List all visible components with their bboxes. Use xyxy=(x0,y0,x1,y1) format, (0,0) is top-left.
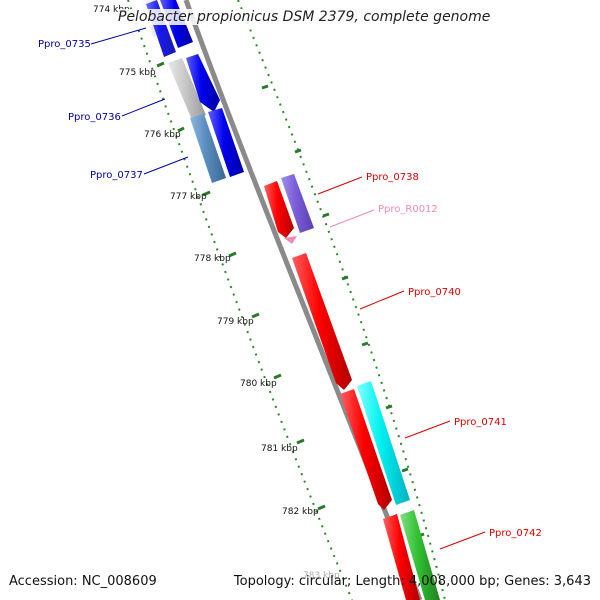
kbp-labels: 774 kbp 775 kbp 776 kbp 777 kbp 778 kbp … xyxy=(93,5,340,581)
kbp-label: 777 kbp xyxy=(170,192,207,202)
outer-track-dots xyxy=(127,0,446,600)
tick-mark xyxy=(341,275,349,281)
gene-features-lower xyxy=(264,174,440,600)
tick-mark xyxy=(261,84,269,90)
kbp-label: 775 kbp xyxy=(119,68,156,78)
gene-label-0735[interactable]: Ppro_0735 xyxy=(38,39,91,50)
gene-0736-gray-block[interactable] xyxy=(168,58,206,120)
gene-label-0740[interactable]: Ppro_0740 xyxy=(408,287,461,298)
gene-label-0736[interactable]: Ppro_0736 xyxy=(68,112,121,123)
kbp-label: 779 kbp xyxy=(217,317,254,327)
tick-mark xyxy=(228,251,237,258)
gene-labels: Ppro_0735 Ppro_0736 Ppro_0737 Ppro_0738 … xyxy=(38,39,542,539)
leader-line-0742 xyxy=(439,531,486,550)
tick-mark xyxy=(401,467,409,473)
gene-label-0738[interactable]: Ppro_0738 xyxy=(366,172,419,183)
tick-mark xyxy=(156,61,165,68)
track-boundary-right xyxy=(237,0,446,600)
leader-line-R0012 xyxy=(329,209,375,228)
kbp-label: 780 kbp xyxy=(240,379,277,389)
kbp-label: 781 kbp xyxy=(261,444,298,454)
kbp-label: 776 kbp xyxy=(144,130,181,140)
topology-text: Topology: circular; Length: 4,008,000 bp… xyxy=(233,574,591,589)
tick-mark xyxy=(317,504,326,511)
gene-0738-arrow[interactable] xyxy=(264,181,294,238)
tick-mark xyxy=(361,341,369,347)
tick-mark xyxy=(322,212,330,218)
gene-0737-block-arrow[interactable] xyxy=(208,108,244,177)
gene-0742-green-block[interactable] xyxy=(400,510,440,600)
kbp-label: 774 kbp xyxy=(93,5,130,15)
gene-0736-block-arrow[interactable] xyxy=(186,54,220,112)
leader-line-0740 xyxy=(359,290,405,310)
kbp-label: 782 kbp xyxy=(282,507,319,517)
tick-mark xyxy=(273,373,282,380)
gene-R0012-marker[interactable] xyxy=(284,236,297,244)
leader-line-0737 xyxy=(143,156,189,175)
gene-label-0741[interactable]: Ppro_0741 xyxy=(454,417,507,428)
gene-label-0737[interactable]: Ppro_0737 xyxy=(90,170,143,181)
gene-label-R0012[interactable]: Ppro_R0012 xyxy=(378,204,438,215)
tick-mark xyxy=(177,126,185,133)
leader-line-0736 xyxy=(121,98,166,117)
gene-0738-purple-block[interactable] xyxy=(281,174,314,233)
tick-mark xyxy=(294,148,302,154)
tick-mark xyxy=(385,404,393,410)
leader-lines xyxy=(90,27,486,550)
leader-line-0741 xyxy=(404,420,451,439)
leader-line-0735 xyxy=(90,27,147,45)
tick-mark xyxy=(202,190,211,197)
tick-mark xyxy=(296,438,305,445)
tick-mark xyxy=(251,312,260,319)
gene-label-0742[interactable]: Ppro_0742 xyxy=(489,528,542,539)
gene-0737-steel-block[interactable] xyxy=(190,114,226,183)
gene-features-upper xyxy=(140,0,244,183)
gene-0742-arrow[interactable] xyxy=(383,514,420,600)
map-title: Pelobacter propionicus DSM 2379, complet… xyxy=(118,9,491,25)
kbp-label: 778 kbp xyxy=(194,254,231,264)
leader-line-0738 xyxy=(317,176,363,195)
gene-0741-cyan-block[interactable] xyxy=(357,381,410,505)
gene-0741-arrow[interactable] xyxy=(340,389,392,510)
gene-0740-arrow[interactable] xyxy=(292,253,352,390)
accession-text: Accession: NC_008609 xyxy=(9,574,157,589)
kbp-label: 783 kbp xyxy=(303,571,340,581)
